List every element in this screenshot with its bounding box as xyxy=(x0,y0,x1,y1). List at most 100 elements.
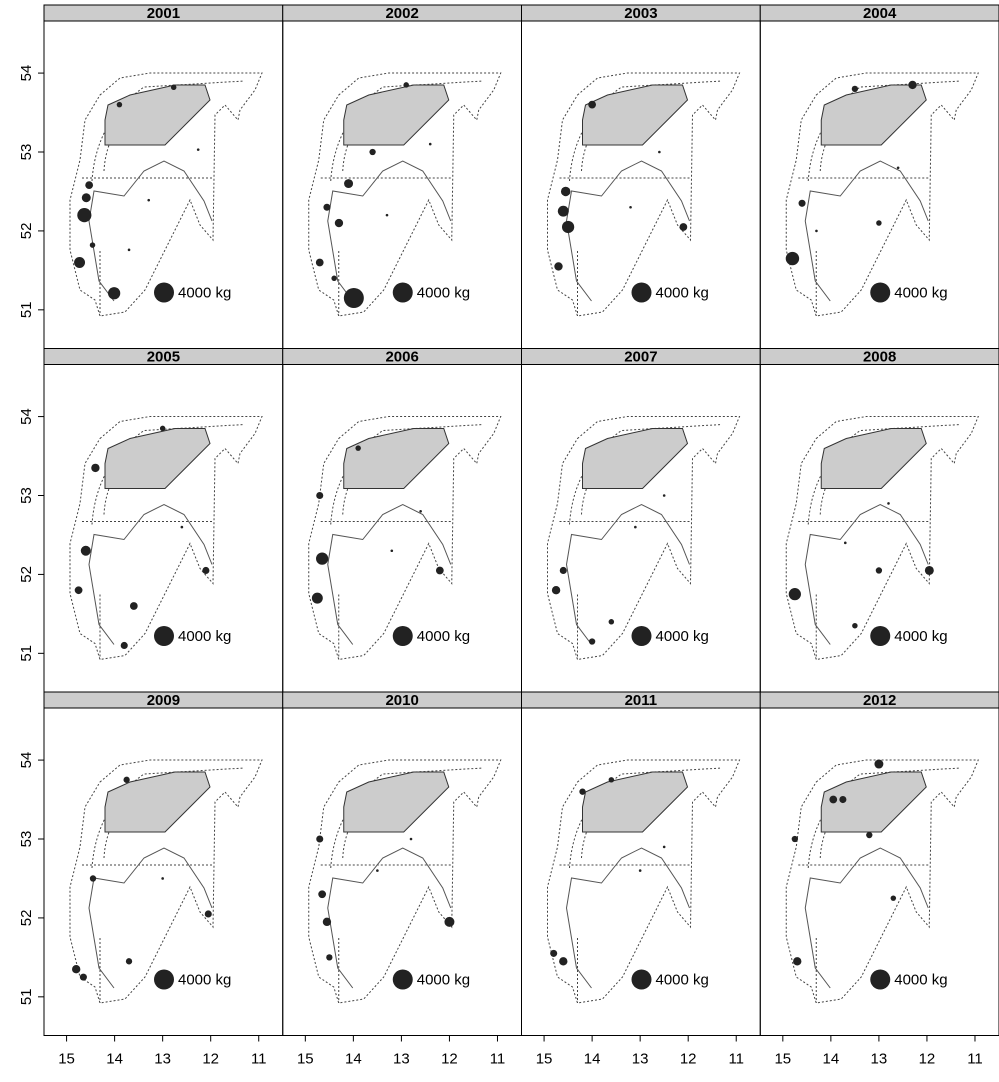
panel-frame xyxy=(759,707,999,1036)
panel: 4000 kg xyxy=(43,707,284,1036)
y-tick-label: 54 xyxy=(18,408,35,425)
catch-bubble xyxy=(74,257,86,268)
panel: 4000 kg xyxy=(759,364,999,693)
catch-bubble xyxy=(559,957,568,966)
y-tick-label: 51 xyxy=(18,301,35,318)
catch-bubble xyxy=(554,262,563,271)
legend-bubble xyxy=(154,626,174,646)
y-tick-label: 53 xyxy=(18,144,35,161)
catch-bubble xyxy=(369,148,376,156)
catch-bubble xyxy=(908,80,917,90)
legend-label: 4000 kg xyxy=(178,628,231,645)
catch-bubble xyxy=(170,84,177,91)
catch-bubble xyxy=(444,916,455,927)
panel: 4000 kg xyxy=(282,20,522,349)
catch-bubble xyxy=(315,258,324,267)
catch-bubble xyxy=(85,181,94,190)
panel: 4000 kg xyxy=(282,707,522,1036)
panel: 4000 kg xyxy=(521,707,761,1036)
catch-bubble xyxy=(80,545,91,556)
basemap xyxy=(308,416,502,660)
y-tick-label: 52 xyxy=(18,223,35,240)
catch-bubble xyxy=(385,213,389,217)
catch-bubble xyxy=(409,837,413,841)
panel-title: 2003 xyxy=(624,5,657,22)
panel-title: 2004 xyxy=(863,5,897,22)
catch-bubble xyxy=(788,588,801,601)
x-tick-label: 11 xyxy=(251,1050,267,1067)
basemap xyxy=(547,759,740,1004)
legend-bubble xyxy=(392,282,413,303)
y-tick-label: 52 xyxy=(18,910,35,927)
catch-bubble xyxy=(204,910,212,918)
catch-bubble xyxy=(376,869,379,872)
x-tick-label: 12 xyxy=(202,1050,219,1067)
catch-bubble xyxy=(793,957,802,966)
x-tick-label: 15 xyxy=(536,1050,553,1067)
panel: 4000 kg xyxy=(759,707,999,1036)
catch-bubble xyxy=(311,592,323,604)
y-tick-label: 54 xyxy=(18,65,35,82)
panel-title: 2005 xyxy=(147,348,180,365)
catch-bubble xyxy=(147,198,151,202)
catch-bubble xyxy=(120,641,128,649)
catch-bubble xyxy=(559,566,567,575)
x-tick-label: 11 xyxy=(728,1050,744,1067)
catch-bubble xyxy=(108,287,121,300)
panel-title: 2008 xyxy=(863,348,896,365)
catch-bubble xyxy=(72,965,81,974)
legend-label: 4000 kg xyxy=(178,284,231,301)
catch-bubble xyxy=(77,208,92,223)
panel-title: 2011 xyxy=(625,692,658,709)
y-tick-label: 53 xyxy=(18,831,35,848)
basemap xyxy=(308,759,502,1004)
y-tick-label: 52 xyxy=(18,566,35,583)
panel: 4000 kg xyxy=(282,364,522,693)
catch-bubble xyxy=(318,890,327,899)
catch-bubble xyxy=(829,795,838,804)
x-tick-label: 15 xyxy=(58,1050,75,1067)
catch-bubble xyxy=(79,973,87,981)
catch-bubble xyxy=(334,218,344,228)
catch-bubble xyxy=(874,759,884,769)
catch-bubble xyxy=(390,549,394,553)
catch-bubble xyxy=(887,502,890,505)
catch-bubble xyxy=(579,788,586,795)
panel-title: 2010 xyxy=(385,692,418,709)
catch-bubble xyxy=(159,425,166,432)
catch-bubble xyxy=(123,776,130,783)
catch-bubble xyxy=(355,445,361,451)
y-tick-label: 54 xyxy=(18,752,35,769)
catch-bubble xyxy=(798,199,806,207)
panel-title: 2002 xyxy=(385,5,418,22)
legend-label: 4000 kg xyxy=(417,284,470,301)
catch-bubble xyxy=(560,186,571,197)
catch-bubble xyxy=(202,566,210,575)
x-tick-label: 15 xyxy=(774,1050,791,1067)
legend-bubble xyxy=(870,969,891,990)
legend-bubble xyxy=(631,626,652,646)
catch-bubble xyxy=(924,565,934,575)
catch-bubble xyxy=(129,602,138,610)
basemap xyxy=(785,416,979,660)
catch-bubble xyxy=(316,552,329,565)
catch-bubble xyxy=(81,193,91,203)
catch-bubble xyxy=(896,166,900,170)
catch-bubble xyxy=(638,869,642,872)
catch-bubble xyxy=(557,205,569,217)
catch-bubble xyxy=(89,242,96,248)
x-tick-label: 11 xyxy=(490,1050,506,1067)
x-tick-label: 15 xyxy=(297,1050,314,1067)
y-tick-label: 51 xyxy=(18,645,35,662)
catch-bubble xyxy=(127,248,131,252)
legend-bubble xyxy=(392,626,413,646)
panel-title: 2009 xyxy=(147,692,180,709)
catch-bubble xyxy=(435,566,444,575)
legend-bubble xyxy=(392,969,413,990)
basemap xyxy=(785,72,979,317)
legend-label: 4000 kg xyxy=(178,971,231,988)
catch-bubble xyxy=(679,223,688,231)
basemap xyxy=(69,72,263,317)
basemap xyxy=(547,416,740,660)
legend-bubble xyxy=(870,626,891,646)
